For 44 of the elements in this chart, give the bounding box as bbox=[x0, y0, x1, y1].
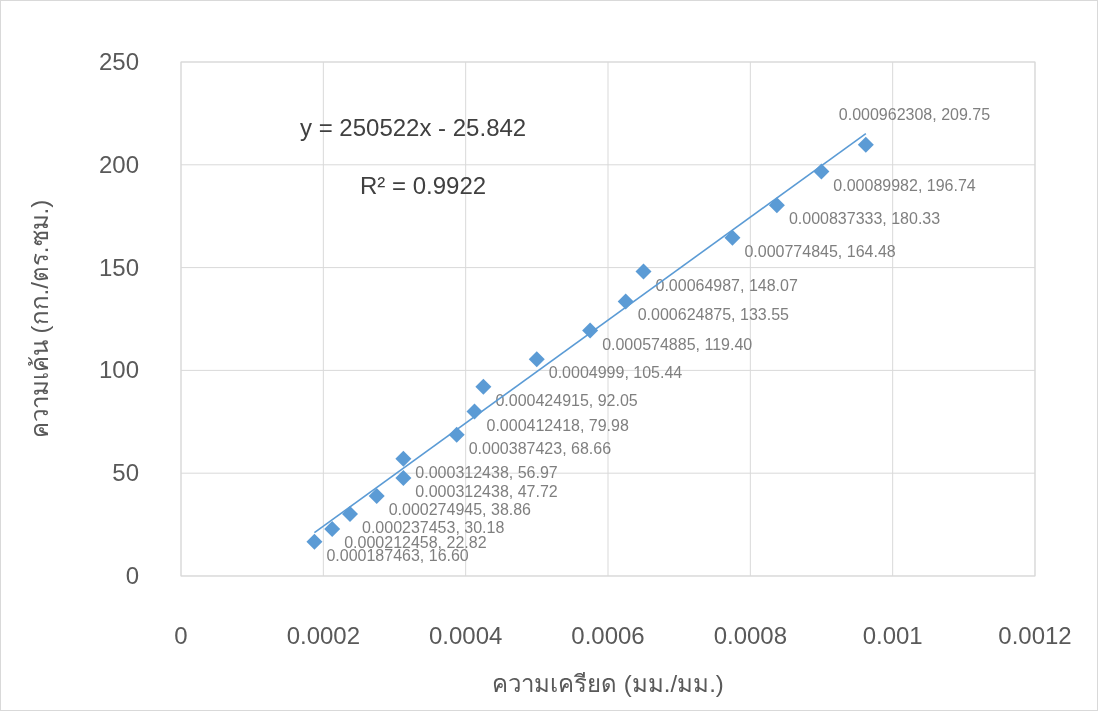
y-tick-label: 100 bbox=[98, 356, 139, 384]
data-label: 0.000312438, 56.97 bbox=[415, 463, 558, 481]
data-label: 0.000274945, 38.86 bbox=[388, 501, 532, 519]
point bbox=[857, 136, 874, 153]
x-tick-label: 0.0002 bbox=[286, 622, 361, 649]
point bbox=[395, 469, 412, 486]
point bbox=[341, 505, 358, 522]
point bbox=[395, 450, 412, 467]
y-tick-label: 150 bbox=[98, 253, 139, 281]
data-label: 0.000624875, 133.55 bbox=[637, 306, 790, 324]
data-label: 0.00089982, 196.74 bbox=[833, 176, 976, 194]
y-tick-label: 250 bbox=[98, 48, 139, 75]
y-axis-title: ความเค้น (กก./ตร.ซม.) bbox=[26, 199, 53, 439]
data-label: 0.00064987, 148.07 bbox=[655, 276, 798, 294]
point bbox=[724, 229, 741, 246]
y-tick-label: 200 bbox=[98, 150, 139, 178]
annotation: R² = 0.9922 bbox=[360, 172, 487, 199]
data-label: 0.000312438, 47.72 bbox=[415, 482, 558, 500]
data-label: 0.000237453, 30.18 bbox=[361, 518, 505, 536]
point bbox=[324, 521, 341, 538]
data-label: 0.000774845, 164.48 bbox=[744, 242, 896, 260]
y-tick-label: 50 bbox=[112, 459, 139, 487]
point bbox=[528, 351, 545, 368]
x-axis-title: ความเครียด (มม./มม.) bbox=[492, 670, 724, 697]
data-label: 0.000962308, 209.75 bbox=[838, 105, 991, 123]
point bbox=[306, 533, 323, 550]
data-label: 0.000424915, 92.05 bbox=[495, 391, 638, 409]
x-tick-label: 0.0006 bbox=[571, 622, 645, 649]
point bbox=[368, 488, 385, 505]
x-tick-label: 0.0012 bbox=[998, 622, 1072, 649]
point bbox=[475, 378, 492, 395]
annotation: y = 250522x - 25.842 bbox=[300, 114, 527, 141]
data-label: 0.000387423, 68.66 bbox=[468, 439, 612, 457]
x-tick-label: 0.0004 bbox=[428, 622, 503, 649]
data-label: 0.000574885, 119.40 bbox=[602, 335, 753, 353]
data-label: 0.0004999, 105.44 bbox=[548, 364, 683, 382]
data-label: 0.000412418, 79.98 bbox=[486, 416, 629, 434]
point bbox=[635, 263, 652, 280]
point bbox=[768, 197, 785, 214]
x-tick-label: 0.0008 bbox=[713, 622, 788, 649]
y-tick-label: 0 bbox=[125, 562, 139, 589]
data-label: 0.000837333, 180.33 bbox=[788, 210, 941, 228]
x-tick-label: 0.001 bbox=[862, 622, 923, 649]
x-tick-label: 0 bbox=[174, 622, 188, 649]
